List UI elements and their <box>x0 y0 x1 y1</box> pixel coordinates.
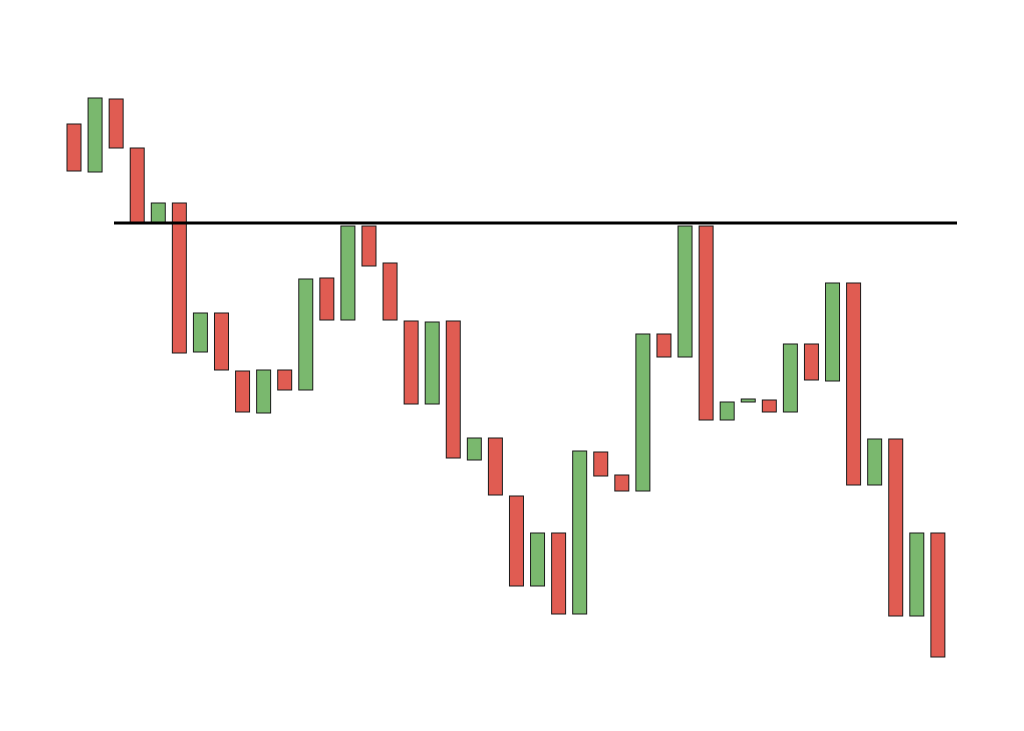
candle-body <box>635 333 651 492</box>
candle-body <box>698 225 714 421</box>
candle-body <box>825 282 841 382</box>
candle-body <box>66 123 82 172</box>
candle-body <box>150 202 166 224</box>
candle-body <box>340 225 356 321</box>
candle-body <box>593 451 609 477</box>
candle-body <box>171 202 187 354</box>
candle-body <box>403 320 419 405</box>
candle-body <box>108 98 124 149</box>
candle-body <box>846 282 862 486</box>
candle-body <box>677 225 693 358</box>
candle-body <box>466 437 482 461</box>
candle-body <box>530 532 546 587</box>
candle-body <box>614 474 630 492</box>
candle-body <box>192 312 208 353</box>
candle-body <box>551 532 567 615</box>
candle-body <box>487 437 503 496</box>
candle-body <box>382 262 398 321</box>
candle-body <box>930 532 946 658</box>
candle-body <box>445 320 461 459</box>
candle-body <box>277 369 293 391</box>
candle-body <box>424 321 440 405</box>
candle-body <box>656 333 672 358</box>
candle-body <box>803 343 819 381</box>
candle-body <box>572 450 588 615</box>
candle-body <box>235 370 251 413</box>
candle-body <box>888 438 904 617</box>
candle-body <box>87 97 103 173</box>
candle-body <box>909 532 925 617</box>
candle-body <box>361 225 377 267</box>
candle-body <box>761 399 777 413</box>
candle-body <box>740 398 756 403</box>
candle-body <box>867 438 883 486</box>
candle-body <box>256 369 272 414</box>
candle-body <box>719 401 735 421</box>
candle-body <box>508 495 524 587</box>
candle-body <box>782 343 798 413</box>
candle-body <box>298 278 314 391</box>
candle-body <box>129 147 145 224</box>
candle-body <box>213 312 229 371</box>
candle-body <box>319 277 335 321</box>
